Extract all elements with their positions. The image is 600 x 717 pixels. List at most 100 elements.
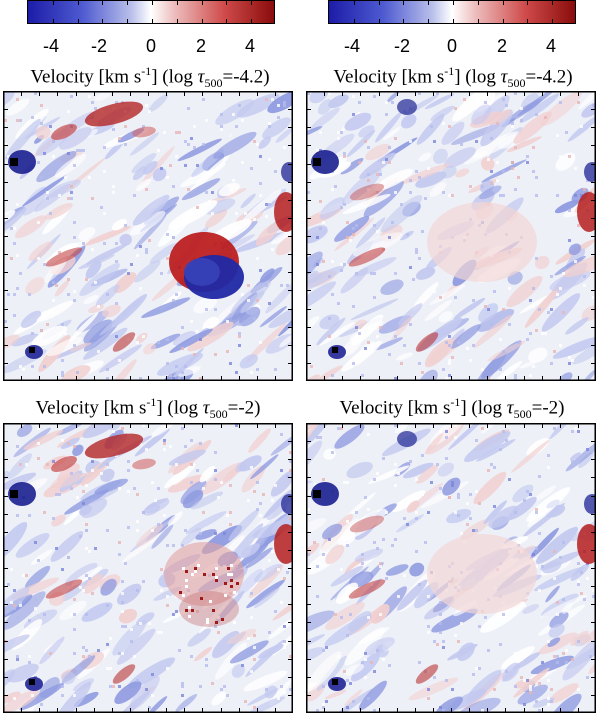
panel-title-top-right: Velocity [km s-1] (log τ500=-4.2) — [333, 64, 573, 91]
axis-tick — [21, 376, 22, 381]
axis-tick — [288, 496, 293, 497]
axis-tick — [451, 708, 452, 713]
axis-tick — [306, 550, 311, 551]
panel-title-bottom-left: Velocity [km s-1] (log τ500=-2) — [35, 395, 261, 422]
axis-tick — [560, 376, 561, 381]
axis-tick — [505, 91, 506, 96]
axis-tick — [542, 376, 543, 381]
axis-tick — [469, 423, 470, 428]
axis-tick — [288, 236, 293, 237]
axis-tick — [306, 641, 311, 642]
axis-tick — [591, 145, 596, 146]
axis-tick — [433, 91, 434, 96]
axis-tick — [306, 477, 311, 478]
axis-tick — [288, 272, 293, 273]
colorbar-left — [27, 0, 275, 24]
axis-tick — [578, 91, 579, 96]
axis-tick — [415, 91, 416, 96]
axis-tick — [130, 423, 131, 428]
axis-tick — [591, 677, 596, 678]
axis-tick — [524, 423, 525, 428]
axis-tick — [542, 91, 543, 96]
colorbar-tick-mark — [177, 0, 178, 5]
axis-tick — [148, 423, 149, 428]
colorbar-tick-mark — [453, 0, 454, 5]
colorbar-tick-mark — [403, 19, 404, 24]
axis-tick — [288, 622, 293, 623]
axis-tick — [3, 363, 8, 364]
velocity-map-image — [307, 424, 595, 712]
axis-tick — [591, 127, 596, 128]
axis-tick — [112, 376, 113, 381]
axis-tick — [542, 708, 543, 713]
colorbar-tick-mark — [428, 0, 429, 5]
axis-tick — [578, 708, 579, 713]
axis-tick — [288, 345, 293, 346]
axis-tick — [397, 708, 398, 713]
colorbar-tick-mark — [354, 19, 355, 24]
axis-tick — [130, 91, 131, 96]
axis-tick — [3, 164, 8, 165]
axis-tick — [591, 514, 596, 515]
axis-tick — [591, 363, 596, 364]
colorbar-tick-mark — [552, 19, 553, 24]
colorbar-tick-mark — [354, 0, 355, 5]
axis-tick — [257, 708, 258, 713]
axis-tick — [524, 91, 525, 96]
colorbar-tick-mark — [152, 19, 153, 24]
axis-tick — [505, 423, 506, 428]
colorbar-tick-mark — [478, 19, 479, 24]
axis-tick — [591, 441, 596, 442]
axis-tick — [524, 376, 525, 381]
axis-tick — [306, 514, 311, 515]
axis-tick — [591, 218, 596, 219]
axis-tick — [591, 236, 596, 237]
axis-tick — [184, 708, 185, 713]
colorbar-right-tick: -4 — [343, 36, 361, 56]
colorbar-gradient — [28, 1, 274, 23]
colorbar-tick-mark — [152, 0, 153, 5]
axis-tick — [591, 622, 596, 623]
axis-tick — [94, 376, 95, 381]
axis-tick — [202, 423, 203, 428]
axis-tick — [288, 127, 293, 128]
axis-tick — [578, 376, 579, 381]
axis-tick — [591, 459, 596, 460]
colorbar-left-tick: 0 — [145, 36, 157, 56]
axis-tick — [288, 514, 293, 515]
axis-tick — [306, 254, 311, 255]
colorbar-tick-mark — [53, 0, 54, 5]
axis-tick — [39, 708, 40, 713]
axis-tick — [342, 376, 343, 381]
axis-tick — [3, 254, 8, 255]
axis-tick — [288, 290, 293, 291]
axis-tick — [397, 423, 398, 428]
axis-tick — [505, 376, 506, 381]
axis-tick — [451, 91, 452, 96]
axis-tick — [306, 236, 311, 237]
axis-tick — [148, 708, 149, 713]
axis-tick — [257, 91, 258, 96]
axis-tick — [591, 182, 596, 183]
axis-tick — [342, 708, 343, 713]
velocity-map-top-left — [3, 91, 293, 381]
axis-tick — [306, 695, 311, 696]
axis-tick — [360, 423, 361, 428]
colorbar-left-tick: -4 — [42, 36, 60, 56]
axis-tick — [166, 376, 167, 381]
axis-tick — [3, 477, 8, 478]
axis-tick — [415, 423, 416, 428]
colorbar-right-tick: 2 — [496, 36, 508, 56]
axis-tick — [239, 376, 240, 381]
axis-tick — [288, 109, 293, 110]
axis-tick — [433, 423, 434, 428]
axis-tick — [3, 496, 8, 497]
axis-tick — [591, 327, 596, 328]
colorbar-right-tick: 0 — [446, 36, 458, 56]
axis-tick — [39, 91, 40, 96]
axis-tick — [3, 236, 8, 237]
axis-tick — [379, 91, 380, 96]
axis-tick — [306, 200, 311, 201]
axis-tick — [306, 496, 311, 497]
axis-tick — [542, 423, 543, 428]
